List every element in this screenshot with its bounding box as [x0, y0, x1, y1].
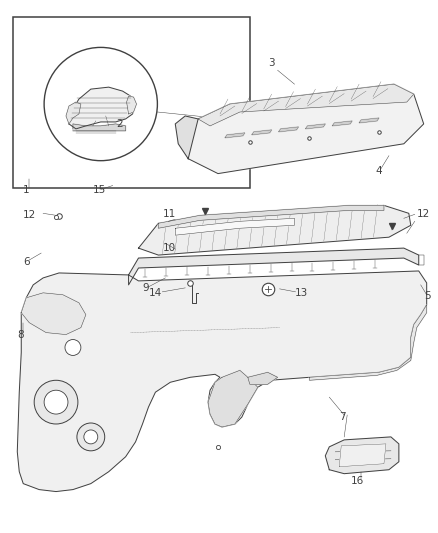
Polygon shape	[248, 373, 278, 384]
Polygon shape	[21, 293, 86, 335]
Text: 8: 8	[17, 329, 24, 340]
Text: 6: 6	[23, 257, 30, 267]
Text: 3: 3	[268, 58, 275, 68]
Text: 2: 2	[117, 119, 123, 129]
Text: 12: 12	[23, 211, 36, 220]
Text: 13: 13	[294, 288, 308, 298]
Polygon shape	[208, 370, 258, 427]
Polygon shape	[17, 271, 427, 491]
Polygon shape	[279, 127, 298, 132]
Polygon shape	[159, 205, 384, 228]
Circle shape	[44, 390, 68, 414]
Polygon shape	[73, 124, 126, 131]
Polygon shape	[66, 102, 81, 124]
Circle shape	[84, 430, 98, 444]
Polygon shape	[129, 248, 419, 285]
Polygon shape	[309, 305, 427, 380]
Polygon shape	[359, 118, 379, 123]
Text: 15: 15	[93, 185, 106, 196]
Text: 4: 4	[376, 166, 382, 175]
Polygon shape	[339, 444, 386, 467]
Text: 14: 14	[148, 288, 162, 298]
Polygon shape	[305, 124, 325, 129]
Circle shape	[65, 340, 81, 356]
Text: 16: 16	[350, 475, 364, 486]
Polygon shape	[325, 437, 399, 474]
Polygon shape	[175, 219, 294, 235]
Text: 11: 11	[162, 209, 176, 219]
Text: 7: 7	[339, 412, 346, 422]
Polygon shape	[225, 133, 245, 138]
Text: 12: 12	[417, 209, 430, 219]
Text: 10: 10	[162, 243, 176, 253]
Bar	[13, 17, 250, 189]
Polygon shape	[252, 130, 272, 135]
Text: 1: 1	[23, 185, 30, 196]
Circle shape	[44, 47, 157, 160]
Text: 5: 5	[425, 291, 431, 301]
Polygon shape	[175, 116, 198, 159]
Polygon shape	[185, 84, 424, 174]
Polygon shape	[198, 84, 414, 126]
Circle shape	[34, 380, 78, 424]
Polygon shape	[332, 121, 352, 126]
Polygon shape	[138, 205, 411, 255]
Polygon shape	[69, 87, 135, 129]
Polygon shape	[127, 96, 137, 114]
Circle shape	[77, 423, 105, 451]
Text: 9: 9	[142, 283, 149, 293]
